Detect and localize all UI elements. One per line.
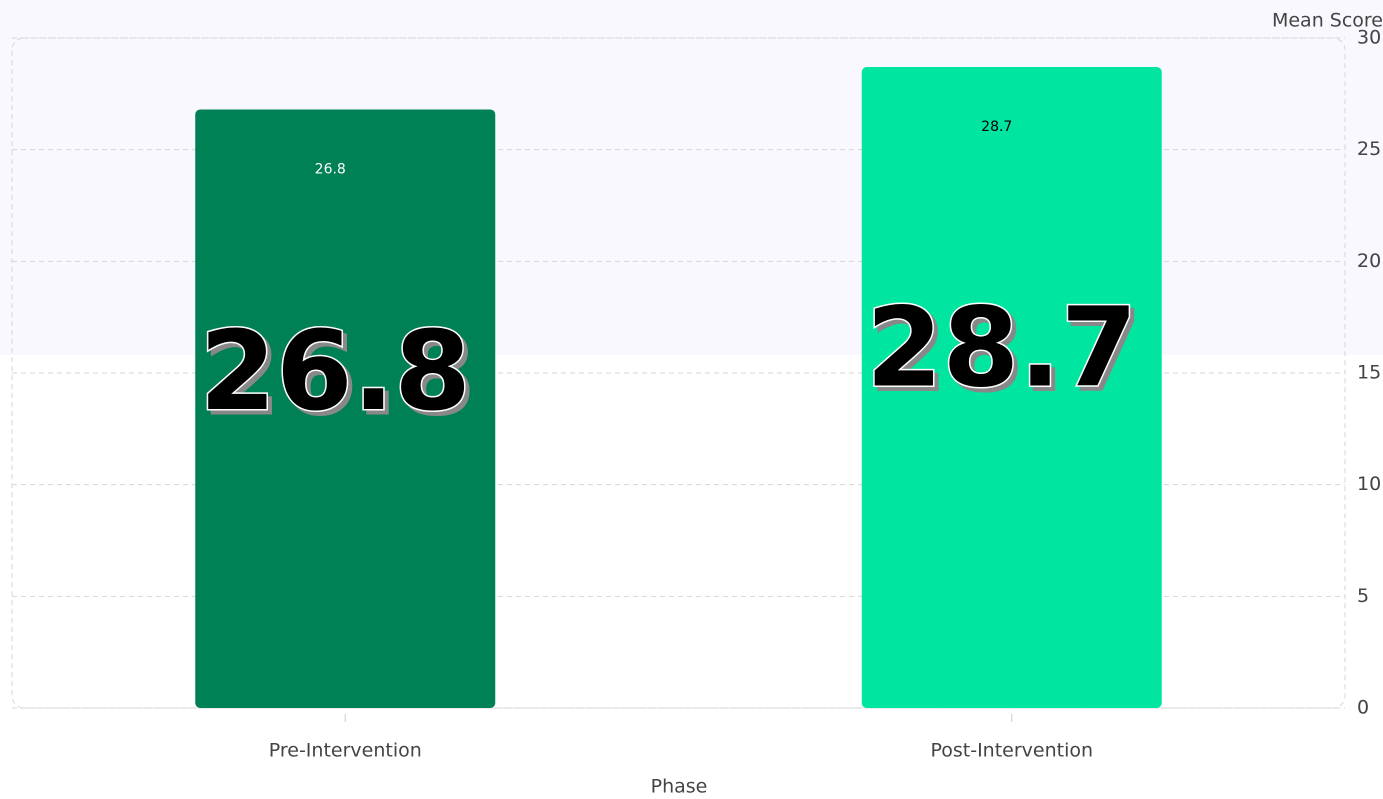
x-tick-label: Pre-Intervention xyxy=(269,740,422,762)
data-label: 26.8 xyxy=(315,161,346,177)
bar xyxy=(861,67,1162,709)
data-label-large: 28.7 xyxy=(866,284,1137,412)
y-tick-label: 5 xyxy=(1357,585,1369,607)
data-label-large: 26.8 xyxy=(200,307,471,435)
data-label: 28.7 xyxy=(981,119,1012,135)
y-tick-label: 10 xyxy=(1357,473,1381,495)
x-tick-label: Post-Intervention xyxy=(930,740,1093,762)
y-tick-label: 30 xyxy=(1357,27,1381,49)
y-tick-label: 0 xyxy=(1357,697,1369,719)
y-tick-label: 20 xyxy=(1357,250,1381,272)
y-tick-label: 25 xyxy=(1357,138,1381,160)
y-axis-title: Mean Score xyxy=(1272,10,1383,32)
y-tick-label: 15 xyxy=(1357,362,1381,384)
x-axis-title: Phase xyxy=(651,776,708,798)
bar xyxy=(195,109,496,708)
